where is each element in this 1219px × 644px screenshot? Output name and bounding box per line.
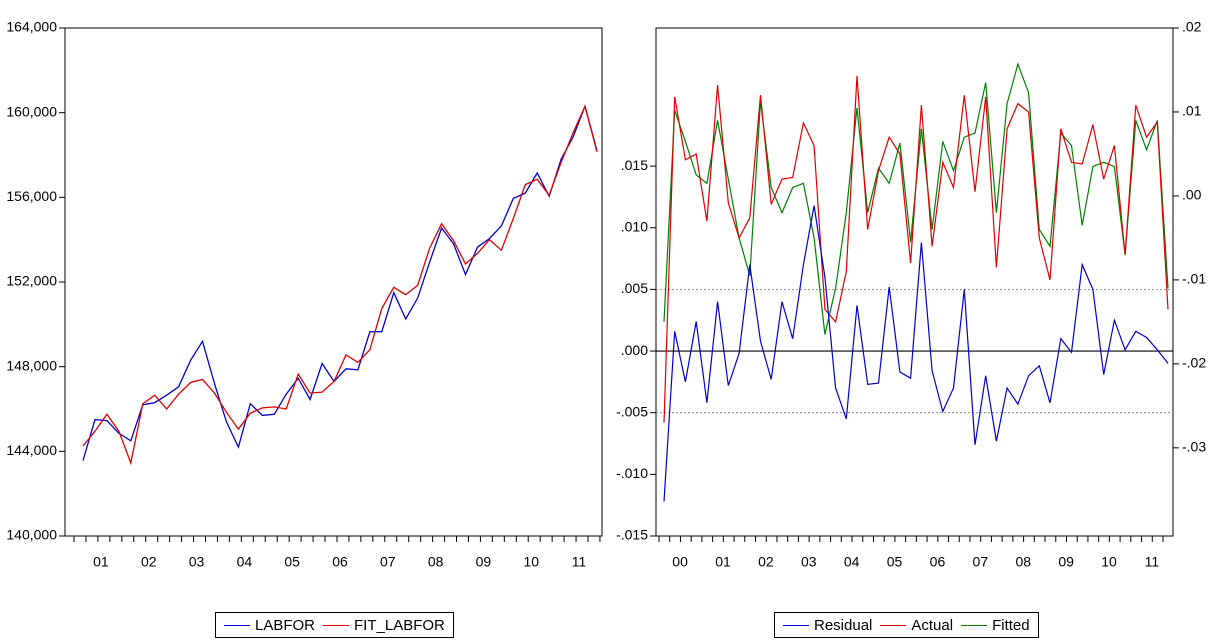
x-tick-label-left: 01 — [93, 554, 109, 570]
y-tick-label-right-axis: .01 — [1182, 103, 1202, 119]
legend-swatch — [783, 624, 809, 626]
plot-frame-left — [64, 27, 603, 537]
y-tick-label-right-axis: -.01 — [1182, 271, 1206, 287]
legend-item: FIT_LABFOR — [323, 617, 445, 634]
legend-left: LABFOR FIT_LABFOR — [215, 612, 454, 638]
y-tick-label-right-axis: -.02 — [1182, 355, 1206, 371]
y-tick-label-left-axis: .005 — [621, 280, 648, 296]
series-line-fit-labfor — [82, 104, 598, 466]
y-tick-label-left-axis: -.010 — [616, 465, 648, 481]
plot-frame-right — [655, 27, 1174, 537]
legend-label: FIT_LABFOR — [354, 616, 445, 634]
y-tick-label-left: 156,000 — [6, 188, 57, 204]
x-tick-label-right: 07 — [973, 554, 989, 570]
x-tick-label-right: 11 — [1145, 554, 1160, 570]
legend-swatch — [880, 624, 907, 626]
x-tick-label-right: 03 — [801, 554, 817, 570]
x-tick-label-left: 04 — [237, 554, 253, 570]
x-tick-label-right: 04 — [844, 554, 860, 570]
x-tick-label-left: 10 — [523, 554, 539, 570]
y-tick-label-left-axis: .015 — [621, 157, 648, 173]
x-tick-label-right: 08 — [1015, 554, 1031, 570]
y-tick-label-left: 160,000 — [6, 103, 57, 119]
x-tick-label-right: 01 — [715, 554, 731, 570]
legend-label: Residual — [814, 616, 873, 634]
y-tick-label-left-axis: -.015 — [616, 527, 648, 543]
y-tick-label-right-axis: .00 — [1182, 187, 1202, 203]
x-tick-label-left: 09 — [476, 554, 492, 570]
legend-item: LABFOR — [224, 617, 315, 634]
y-tick-label-left: 140,000 — [6, 527, 57, 543]
y-tick-label-left: 144,000 — [6, 442, 57, 458]
y-tick-label-left: 148,000 — [6, 357, 57, 373]
x-tick-label-left: 08 — [428, 554, 444, 570]
legend-item: Fitted — [961, 617, 1030, 634]
y-tick-label-left: 152,000 — [6, 273, 57, 289]
legend-right: Residual Actual Fitted — [774, 612, 1039, 638]
x-tick-label-right: 02 — [758, 554, 774, 570]
legend-swatch — [961, 624, 988, 626]
legend-item: Residual — [783, 617, 872, 634]
legend-swatch — [224, 624, 250, 626]
y-tick-label-left-axis: -.005 — [616, 403, 648, 419]
labfor-fit-chart: 140,000 144,000 148,000 152,000 156,000 160,0… — [6, 19, 603, 570]
x-tick-label-left: 05 — [284, 554, 300, 570]
x-tick-label-right: 06 — [930, 554, 946, 570]
series-line-fitted — [663, 62, 1169, 335]
series-line-labfor — [82, 104, 598, 461]
y-tick-label-right-axis: .02 — [1182, 19, 1202, 35]
x-tick-label-right: 00 — [672, 554, 688, 570]
y-tick-label-left-axis: .000 — [621, 342, 648, 358]
y-tick-label-left: 164,000 — [6, 19, 57, 35]
x-tick-label-left: 07 — [380, 554, 396, 570]
x-tick-label-left: 11 — [572, 554, 587, 570]
y-tick-label-right-axis: -.03 — [1182, 439, 1206, 455]
x-tick-label-left: 03 — [189, 554, 205, 570]
x-tick-label-left: 06 — [332, 554, 348, 570]
series-line-actual — [663, 75, 1169, 423]
x-tick-label-right: 09 — [1058, 554, 1074, 570]
y-tick-label-left-axis: .010 — [621, 218, 648, 234]
x-tick-label-left: 02 — [141, 554, 157, 570]
legend-label: Fitted — [992, 616, 1030, 634]
legend-swatch — [323, 624, 350, 626]
x-tick-label-right: 10 — [1101, 554, 1117, 570]
x-tick-label-right: 05 — [887, 554, 903, 570]
residual-actual-fitted-chart: -.015 -.010 -.005 .000 .005 .010 .015 -.03 -.02 -… — [616, 19, 1206, 570]
series-line-residual — [663, 205, 1169, 502]
legend-item: Actual — [880, 617, 953, 634]
legend-label: LABFOR — [255, 616, 316, 634]
legend-label: Actual — [911, 616, 954, 634]
